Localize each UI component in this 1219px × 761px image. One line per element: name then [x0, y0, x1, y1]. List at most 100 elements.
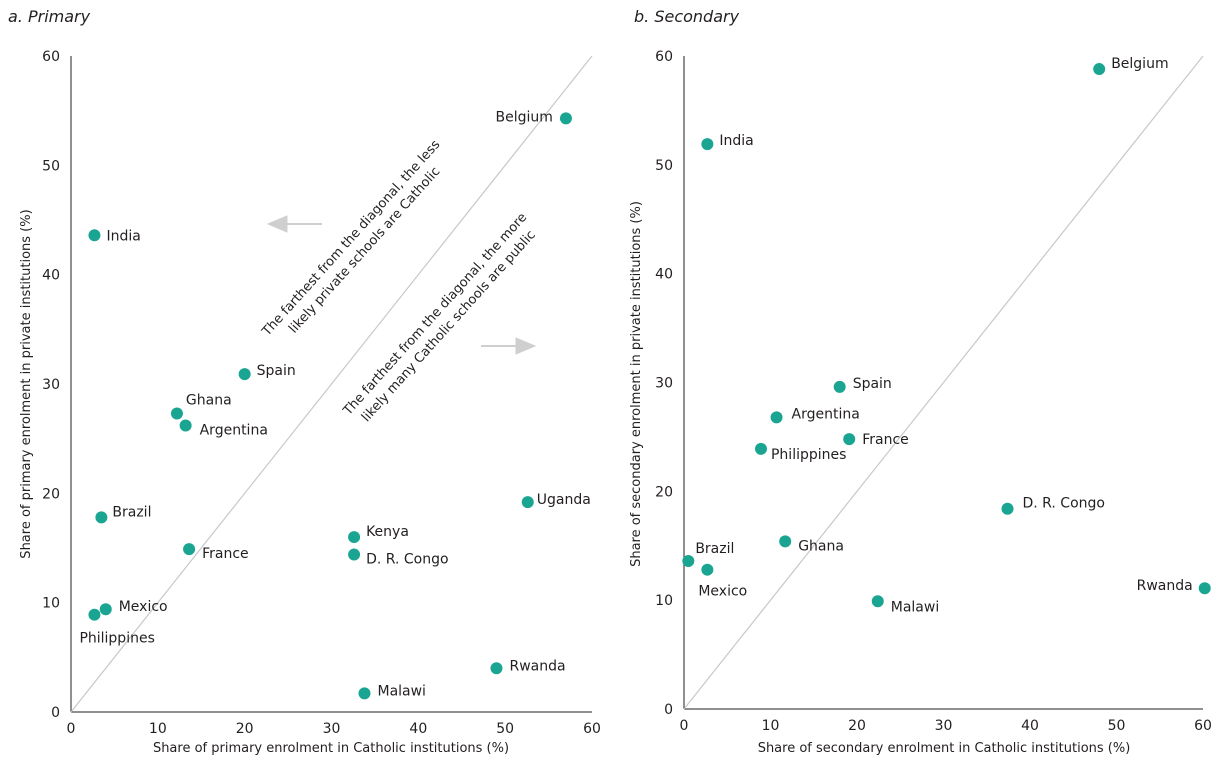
parity-diagonal [70, 55, 593, 713]
point-label: France [202, 546, 249, 562]
data-point [170, 407, 183, 420]
y-tick-label: 20 [42, 486, 60, 502]
y-tick-label: 60 [655, 49, 673, 65]
y-tick-label: 30 [42, 377, 60, 393]
annotation-line: likely many Catholic schools are public [359, 228, 539, 425]
data-point [701, 563, 714, 576]
y-tick-label: 10 [655, 593, 673, 609]
x-tick-label: 30 [323, 721, 341, 737]
point-label: Philippines [771, 447, 846, 463]
y-axis-title: Share of secondary enrolment in private … [629, 201, 644, 567]
point-label: D. R. Congo [1023, 496, 1105, 512]
data-point [833, 380, 846, 393]
data-point [682, 554, 695, 567]
y-tick-label: 10 [42, 596, 60, 612]
y-tick-labels: 0 10 20 30 40 50 60 [655, 49, 673, 718]
point-label: Argentina [200, 423, 268, 439]
panel-title: b. Secondary [634, 7, 740, 26]
data-points: Belgium India Spain Ghana Argentina Uganda Bra… [79, 109, 591, 700]
y-tick-labels: 0 10 20 30 40 50 60 [42, 49, 60, 721]
y-tick-label: 0 [51, 705, 60, 721]
point-label: Spain [257, 363, 296, 379]
data-point [95, 511, 108, 524]
x-tick-label: 60 [1194, 718, 1212, 734]
y-tick-label: 20 [655, 484, 673, 500]
x-tick-label: 10 [762, 718, 780, 734]
data-point [99, 603, 112, 616]
point-label: D. R. Congo [366, 552, 448, 568]
data-point [1198, 582, 1211, 595]
point-label: Ghana [798, 538, 844, 554]
annotation-line: The farthest from the diagonal, the less [259, 137, 444, 340]
data-point [183, 543, 196, 556]
parity-diagonal [683, 55, 1204, 710]
data-point [490, 662, 503, 675]
data-point [701, 138, 714, 151]
data-point [348, 531, 361, 544]
point-label: Kenya [366, 524, 409, 540]
data-point [238, 368, 251, 381]
data-point [88, 229, 101, 242]
x-tick-label: 20 [236, 721, 254, 737]
x-tick-labels: 0 10 20 30 40 50 60 [67, 721, 601, 737]
point-label: India [719, 133, 753, 149]
data-point [770, 411, 783, 424]
x-tick-label: 20 [848, 718, 866, 734]
x-tick-label: 50 [496, 721, 514, 737]
point-label: Malawi [377, 683, 425, 699]
data-point [358, 687, 371, 700]
y-tick-label: 0 [664, 702, 673, 718]
arrow-left-icon [266, 215, 322, 233]
y-tick-label: 50 [42, 158, 60, 174]
point-label: Belgium [1111, 56, 1168, 72]
x-tick-label: 30 [935, 718, 953, 734]
y-tick-label: 50 [655, 158, 673, 174]
y-tick-label: 60 [42, 49, 60, 65]
y-tick-label: 30 [655, 376, 673, 392]
data-point [348, 548, 361, 561]
x-axis-title: Share of secondary enrolment in Catholic… [758, 741, 1131, 756]
data-point [88, 608, 101, 621]
panel-primary: a. Primary 0 10 20 30 40 50 60 0 10 20 30 40 50 60 S… [8, 7, 601, 756]
point-label: Rwanda [1137, 578, 1193, 594]
point-label: Ghana [186, 393, 232, 409]
data-point [1001, 502, 1014, 515]
point-label: Rwanda [509, 658, 565, 674]
data-point [521, 496, 534, 509]
point-label: Argentina [792, 406, 860, 422]
point-label: France [862, 432, 909, 448]
x-tick-label: 0 [680, 718, 689, 734]
data-point [779, 535, 792, 548]
point-label: Belgium [496, 109, 553, 125]
data-point [871, 595, 884, 608]
point-label: India [106, 228, 140, 244]
x-tick-labels: 0 10 20 30 40 50 60 [680, 718, 1212, 734]
x-tick-label: 0 [67, 721, 76, 737]
panel-title: a. Primary [8, 7, 91, 26]
x-tick-label: 10 [149, 721, 167, 737]
y-tick-label: 40 [655, 267, 673, 283]
panel-secondary: b. Secondary 0 10 20 30 40 50 60 0 10 20 30 40 50 60… [629, 7, 1212, 756]
point-label: Spain [853, 376, 892, 392]
x-tick-label: 40 [1021, 718, 1039, 734]
x-axis-title: Share of primary enrolment in Catholic i… [153, 741, 509, 756]
x-tick-label: 50 [1108, 718, 1126, 734]
data-point [843, 433, 856, 446]
point-label: Malawi [891, 599, 939, 615]
data-point [754, 442, 767, 455]
point-label: Brazil [112, 504, 151, 520]
point-label: Philippines [79, 631, 154, 647]
y-tick-label: 40 [42, 268, 60, 284]
arrow-right-icon [481, 337, 537, 355]
data-point [559, 112, 572, 125]
data-point [1093, 63, 1106, 76]
y-axis-title: Share of primary enrolment in private in… [19, 209, 34, 558]
x-tick-label: 40 [409, 721, 427, 737]
point-label: Mexico [119, 599, 168, 615]
annotation-line: likely private schools are Catholic [286, 164, 443, 336]
data-point [179, 419, 192, 432]
point-label: Mexico [698, 584, 747, 600]
x-tick-label: 60 [583, 721, 601, 737]
